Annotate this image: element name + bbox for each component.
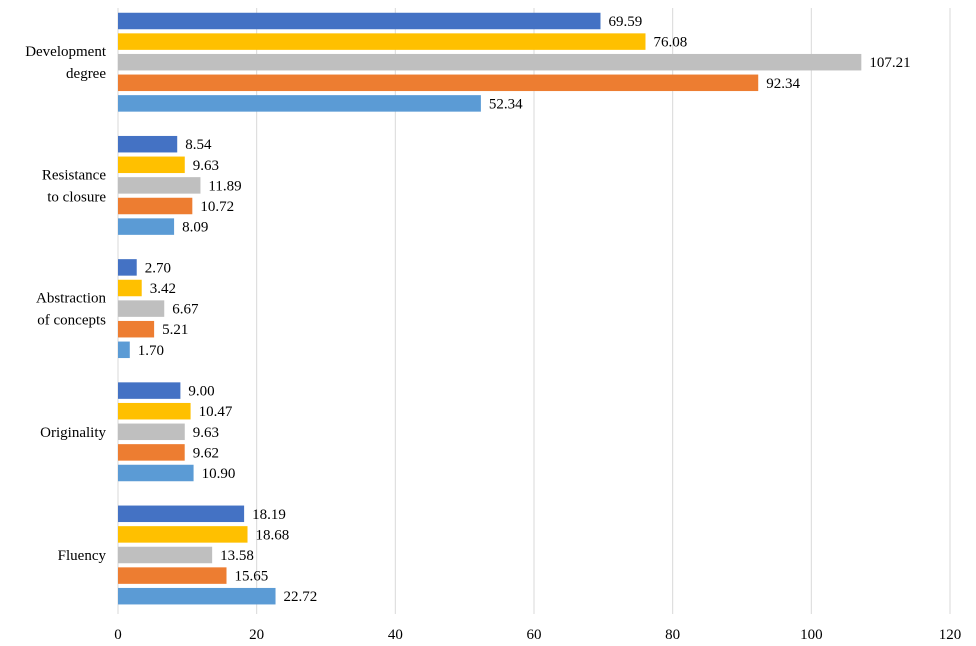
data-label: 9.63	[193, 158, 219, 174]
category-label: Fluency	[58, 548, 107, 564]
x-tick-label: 0	[114, 627, 122, 643]
x-axis-ticks: 0 20 40 60 80 100 120	[114, 627, 961, 643]
bar	[118, 33, 646, 50]
bar	[118, 53, 862, 71]
bar	[118, 218, 175, 235]
category-label: to closure	[47, 189, 106, 205]
data-label: 22.72	[284, 589, 318, 605]
x-tick-label: 120	[939, 627, 962, 643]
data-label: 9.00	[188, 384, 214, 400]
data-label: 5.21	[162, 322, 188, 338]
bar	[118, 156, 185, 174]
data-label: 3.42	[150, 281, 176, 297]
data-label: 8.54	[185, 137, 212, 153]
bar	[118, 74, 759, 92]
bar	[118, 444, 185, 461]
bar	[118, 546, 213, 564]
x-tick-label: 80	[665, 627, 680, 643]
bar	[118, 423, 185, 441]
data-label: 52.34	[489, 96, 523, 112]
data-label: 8.09	[182, 220, 208, 236]
bar	[118, 135, 178, 153]
data-label: 18.19	[252, 507, 286, 523]
bar	[118, 505, 245, 523]
x-tick-label: 20	[249, 627, 264, 643]
bar	[118, 95, 481, 112]
data-label: 18.68	[256, 527, 290, 543]
data-label: 10.72	[200, 199, 234, 215]
bars	[118, 12, 862, 605]
bar	[118, 12, 601, 30]
data-label: 11.89	[208, 178, 241, 194]
data-labels: 69.59 76.08 107.21 92.34 52.34 8.54 9.63 11.89 1…	[138, 14, 911, 605]
bar	[118, 464, 194, 482]
data-label: 9.63	[193, 425, 219, 441]
x-tick-label: 40	[388, 627, 403, 643]
data-label: 15.65	[235, 569, 269, 585]
data-label: 10.47	[199, 404, 233, 420]
data-label: 92.34	[766, 76, 800, 92]
bar	[118, 300, 165, 317]
x-tick-label: 60	[527, 627, 542, 643]
x-tick-label: 100	[800, 627, 823, 643]
data-label: 6.67	[172, 302, 199, 318]
bar	[118, 197, 193, 215]
data-label: 69.59	[608, 14, 642, 30]
data-label: 107.21	[869, 55, 910, 71]
category-label: Originality	[40, 425, 106, 441]
bar	[118, 279, 142, 297]
data-label: 9.62	[193, 445, 219, 461]
data-label: 13.58	[220, 548, 254, 564]
data-label: 1.70	[138, 343, 164, 359]
category-label: Resistance	[42, 167, 106, 183]
bar	[118, 587, 276, 605]
bar	[118, 402, 191, 420]
bar	[118, 382, 181, 399]
bar	[118, 341, 130, 359]
bar	[118, 526, 248, 543]
data-label: 76.08	[653, 35, 687, 51]
bar	[118, 567, 227, 584]
data-label: 2.70	[145, 260, 171, 276]
bar	[118, 320, 155, 338]
category-labels: Development degree Resistance to closure Abs…	[25, 44, 107, 564]
category-label: of concepts	[37, 313, 106, 329]
bar	[118, 259, 137, 276]
category-label: degree	[66, 66, 106, 82]
data-label: 10.90	[202, 466, 236, 482]
category-label: Development	[25, 44, 107, 60]
bar	[118, 177, 201, 194]
category-label: Abstraction	[36, 291, 106, 307]
